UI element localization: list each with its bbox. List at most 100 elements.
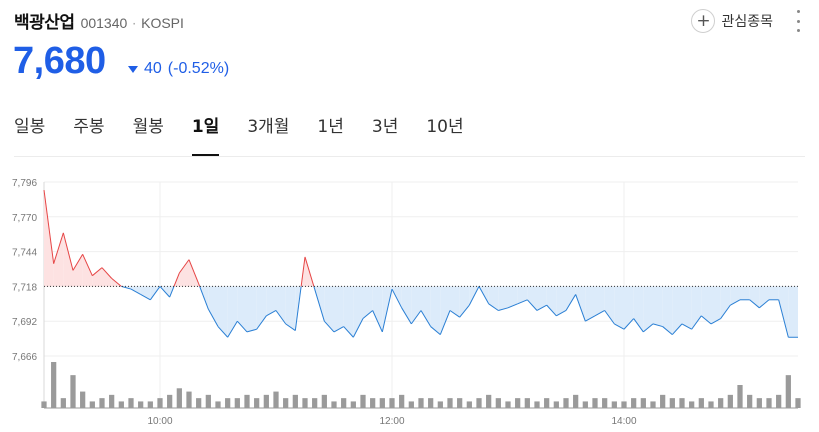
x-tick-label: 14:00 <box>611 416 636 427</box>
volume-bar <box>428 398 434 408</box>
line-up-segment <box>198 283 201 287</box>
volume-bar <box>476 398 482 408</box>
area-down <box>595 286 605 316</box>
volume-bar <box>621 401 627 408</box>
market-name: KOSPI <box>141 15 184 31</box>
tab-monthly[interactable]: 월봉 <box>132 117 164 137</box>
volume-bar <box>582 401 588 408</box>
line-down-segment <box>652 323 663 328</box>
volume-bar <box>399 394 405 408</box>
volume-bar <box>205 394 211 408</box>
line-down-segment <box>333 326 344 333</box>
area-down <box>633 286 644 332</box>
line-down-segment <box>720 304 731 319</box>
area-up <box>92 267 102 287</box>
area-down <box>266 286 276 316</box>
area-down <box>585 286 595 322</box>
volume-bar <box>776 394 782 408</box>
volume-bar <box>747 394 753 408</box>
line-up-segment <box>188 259 200 284</box>
area-down <box>614 286 624 330</box>
line-down-segment <box>313 286 316 290</box>
area-down <box>372 286 383 332</box>
area-down <box>711 286 721 324</box>
tab-3months[interactable]: 3개월 <box>247 117 290 137</box>
line-down-segment <box>275 310 287 325</box>
volume-bar <box>766 398 772 408</box>
area-down <box>140 286 151 300</box>
volume-bar <box>138 401 144 408</box>
area-down <box>575 286 586 322</box>
area-down <box>247 286 257 332</box>
area-down <box>218 286 228 338</box>
line-down-segment <box>478 286 490 305</box>
volume-bar <box>80 391 86 408</box>
stock-name: 백광산업 <box>14 13 75 33</box>
area-down <box>334 286 344 332</box>
volume-bar <box>147 401 153 408</box>
volume-bar <box>573 394 579 408</box>
volume-bar <box>176 388 182 408</box>
volume-bar <box>321 394 327 408</box>
line-up-segment <box>72 254 84 271</box>
line-down-segment <box>507 303 518 309</box>
intraday-chart[interactable]: 7,796 7,770 7,744 7,718 7,692 7,666 10:00 12:00… <box>0 170 819 432</box>
volume-bar <box>263 394 269 408</box>
volume-bar <box>225 398 231 408</box>
line-up-segment <box>82 254 93 276</box>
volume-bar <box>466 401 472 408</box>
volume-bar <box>727 394 733 408</box>
volume-bar <box>370 398 376 408</box>
volume-bar <box>418 398 424 408</box>
line-down-segment <box>140 293 151 301</box>
line-down-segment <box>662 326 673 335</box>
area-down <box>363 286 373 319</box>
line-down-segment <box>420 310 432 327</box>
add-favorite-button[interactable]: + 관심종목 <box>691 9 773 33</box>
line-down-segment <box>323 320 335 333</box>
x-tick-label: 12:00 <box>379 416 404 427</box>
line-down-segment <box>159 286 171 298</box>
line-down-segment <box>149 286 161 301</box>
volume-bar <box>457 398 463 408</box>
area-down <box>701 286 711 324</box>
line-down-segment <box>594 310 605 317</box>
volume-bar <box>389 398 395 408</box>
volume-bar <box>341 398 347 408</box>
area-down <box>537 286 547 311</box>
area-down <box>672 286 682 335</box>
tab-3years[interactable]: 3년 <box>371 117 399 137</box>
volume-bar <box>215 401 221 408</box>
plus-icon: + <box>691 9 716 33</box>
line-up-segment <box>178 259 190 274</box>
area-down <box>430 286 441 335</box>
area-down <box>778 286 789 338</box>
tab-daily[interactable]: 일봉 <box>14 117 46 137</box>
line-down-segment <box>565 294 577 311</box>
volume-bar <box>534 401 540 408</box>
y-tick-label: 7,692 <box>12 317 37 328</box>
area-down <box>556 286 566 316</box>
volume-bar <box>70 375 76 408</box>
area-down <box>498 286 508 311</box>
area-down <box>546 286 557 316</box>
area-down <box>566 286 576 311</box>
volume-bar <box>51 362 57 408</box>
tab-1year[interactable]: 1년 <box>317 117 344 137</box>
more-options-icon[interactable] <box>791 10 805 32</box>
line-down-segment <box>169 286 175 298</box>
line-down-segment <box>314 288 325 322</box>
line-down-segment <box>410 310 422 325</box>
tab-10years[interactable]: 10년 <box>426 117 464 137</box>
tab-weekly[interactable]: 주봉 <box>73 117 105 137</box>
line-down-segment <box>546 304 557 317</box>
stock-code: 001340 <box>80 15 128 31</box>
line-down-segment <box>614 323 625 330</box>
volume-bar <box>283 398 289 408</box>
volume-bar <box>350 401 356 408</box>
line-down-segment <box>236 320 248 333</box>
volume-bar <box>379 398 385 408</box>
volume-bar <box>708 401 714 408</box>
tab-1day[interactable]: 1일 <box>191 112 220 156</box>
area-down <box>440 286 450 335</box>
